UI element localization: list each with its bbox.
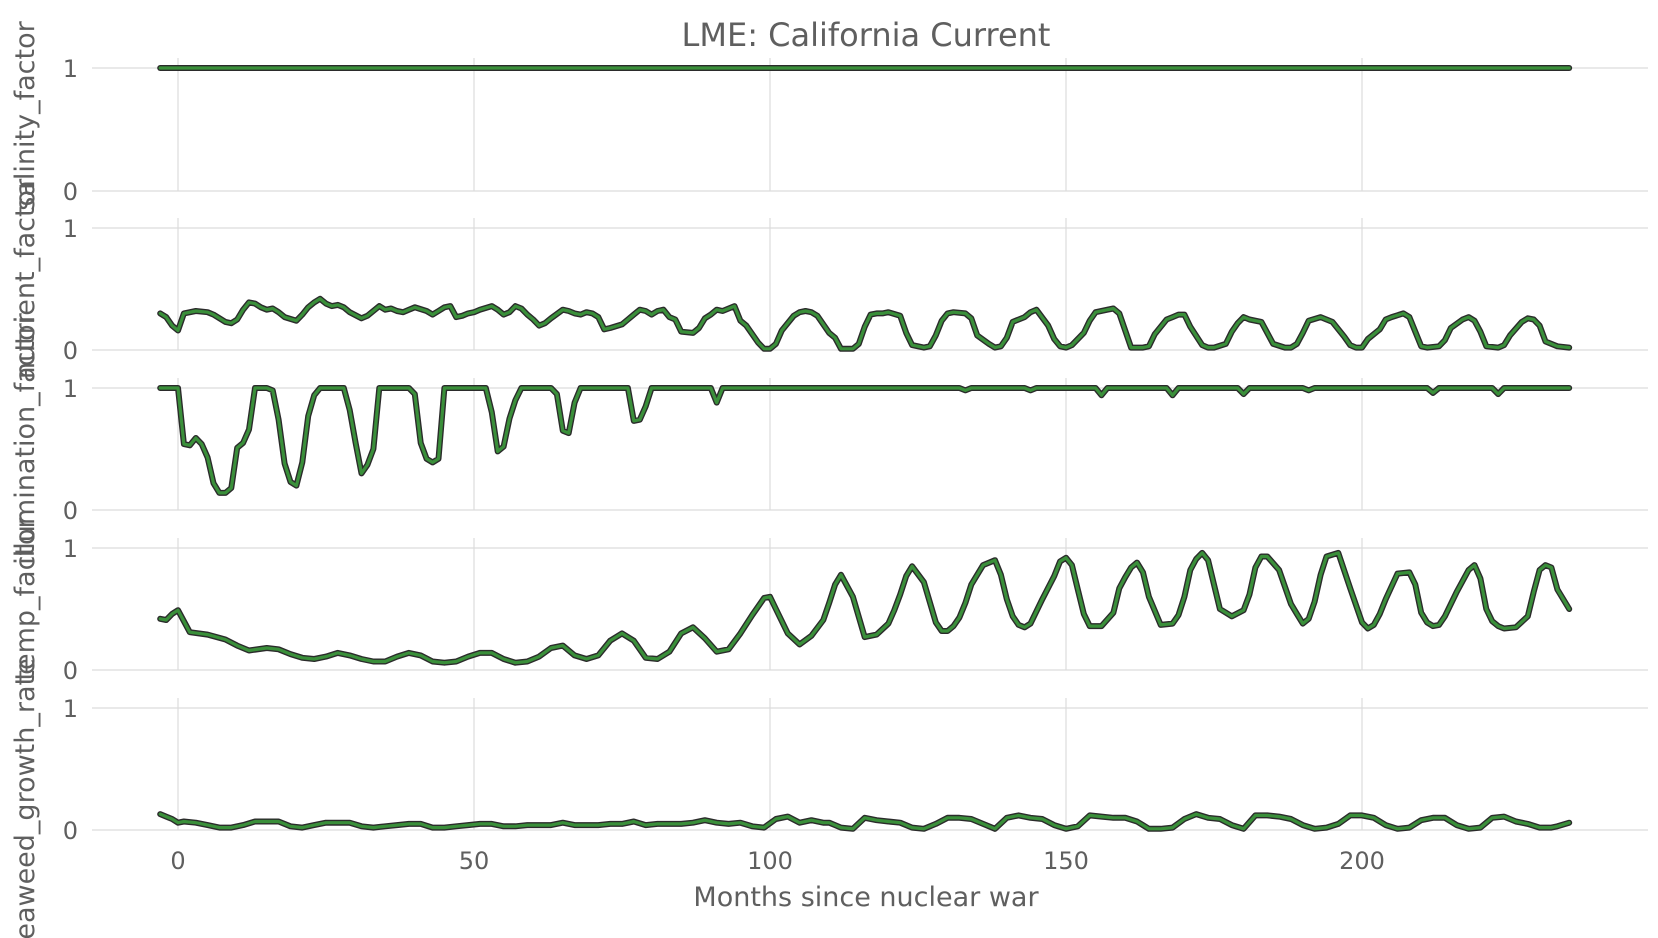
x-tick-label: 50 bbox=[459, 847, 490, 875]
y-tick-label: 1 bbox=[63, 55, 78, 83]
series-line bbox=[158, 551, 1571, 665]
y-axis-title: salinity_factor bbox=[10, 20, 41, 210]
chart-panels: 0 1 salinity_factor 0 1 nutrient_factor 0 1 illu… bbox=[10, 20, 1648, 938]
y-axis-title: illumination_factor bbox=[10, 312, 41, 564]
x-tick-label: 200 bbox=[1339, 847, 1385, 875]
panel-temp_factor: 0 1 temp_factor bbox=[10, 516, 1648, 685]
y-tick-label: 1 bbox=[63, 375, 78, 403]
y-tick-label: 1 bbox=[63, 215, 78, 243]
panel-seaweed_growth_rate: 0 1 seaweed_growth_rate bbox=[10, 658, 1648, 938]
panel-illumination_factor: 0 1 illumination_factor bbox=[10, 312, 1648, 565]
chart-title: LME: California Current bbox=[682, 16, 1051, 54]
y-tick-label: 0 bbox=[63, 657, 78, 685]
y-tick-label: 0 bbox=[63, 497, 78, 525]
y-tick-label: 0 bbox=[63, 817, 78, 845]
series-outline bbox=[157, 385, 1573, 496]
y-axis-title: temp_factor bbox=[10, 516, 41, 680]
x-axis: 0 50 100 150 200 bbox=[170, 847, 1385, 875]
y-tick-label: 1 bbox=[63, 695, 78, 723]
x-tick-label: 0 bbox=[170, 847, 185, 875]
series-line bbox=[158, 297, 1571, 351]
series-line bbox=[158, 812, 1571, 831]
series-line bbox=[158, 386, 1571, 495]
y-tick-label: 0 bbox=[63, 178, 78, 206]
panel-nutrient_factor: 0 1 nutrient_factor bbox=[10, 178, 1648, 379]
y-tick-label: 0 bbox=[63, 337, 78, 365]
x-axis-title: Months since nuclear war bbox=[693, 882, 1039, 913]
y-tick-label: 1 bbox=[63, 535, 78, 563]
x-tick-label: 150 bbox=[1043, 847, 1089, 875]
x-tick-label: 100 bbox=[747, 847, 793, 875]
panel-salinity_factor: 0 1 salinity_factor bbox=[10, 20, 1648, 211]
y-axis-title: seaweed_growth_rate bbox=[10, 658, 41, 938]
y-axis-title: nutrient_factor bbox=[10, 178, 41, 379]
